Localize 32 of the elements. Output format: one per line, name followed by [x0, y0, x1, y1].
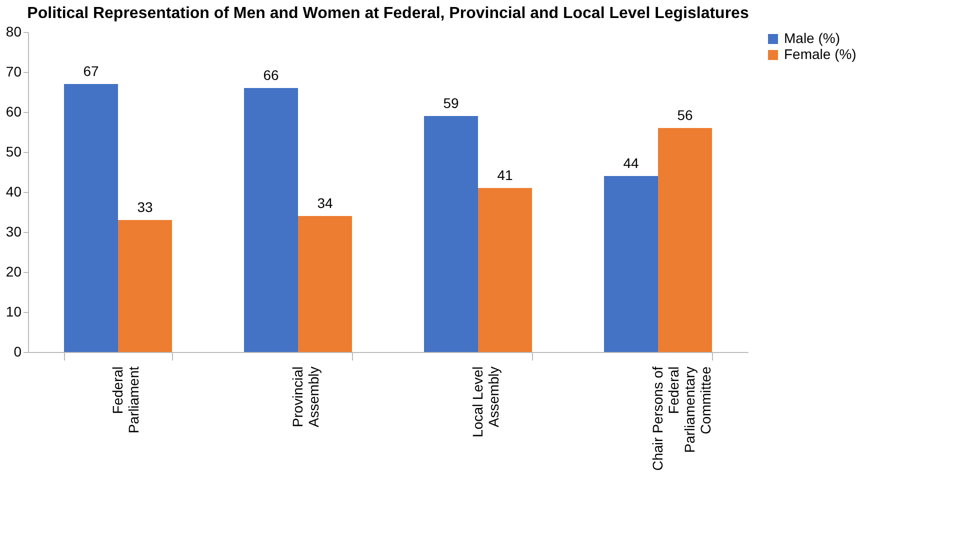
bar — [118, 220, 172, 352]
y-tick-label: 50 — [6, 144, 22, 160]
bar — [478, 188, 532, 352]
y-tick-label: 10 — [6, 304, 22, 320]
data-label: 67 — [83, 63, 99, 79]
legend-label: Female (%) — [784, 46, 856, 62]
data-label: 66 — [263, 67, 279, 83]
y-tick-label: 0 — [14, 344, 22, 360]
bar — [658, 128, 712, 352]
y-tick-label: 30 — [6, 224, 22, 240]
y-tick-label: 20 — [6, 264, 22, 280]
data-label: 33 — [137, 199, 153, 215]
bar — [64, 84, 118, 352]
bar — [604, 176, 658, 352]
x-tick-label: Provincial Assembly — [290, 366, 322, 428]
y-tick-label: 40 — [6, 184, 22, 200]
x-tick-label: Local Level Assembly — [470, 366, 502, 438]
y-tick-label: 70 — [6, 64, 22, 80]
bar — [298, 216, 352, 352]
data-label: 56 — [677, 107, 693, 123]
chart-title: Political Representation of Men and Women at Federal, Provincial and Local Level Legislatures — [27, 5, 749, 22]
data-label: 34 — [317, 195, 333, 211]
bar — [244, 88, 298, 352]
y-tick-label: 60 — [6, 104, 22, 120]
legend-label: Male (%) — [784, 30, 840, 46]
x-tick-label: Federal Parliament — [110, 366, 142, 434]
data-label: 41 — [497, 167, 513, 183]
data-label: 44 — [623, 155, 639, 171]
y-tick-label: 80 — [6, 24, 22, 40]
x-tick-label: Chair Persons of Federal Parliamentary Committee — [650, 366, 714, 471]
bar — [424, 116, 478, 352]
data-label: 59 — [443, 95, 459, 111]
